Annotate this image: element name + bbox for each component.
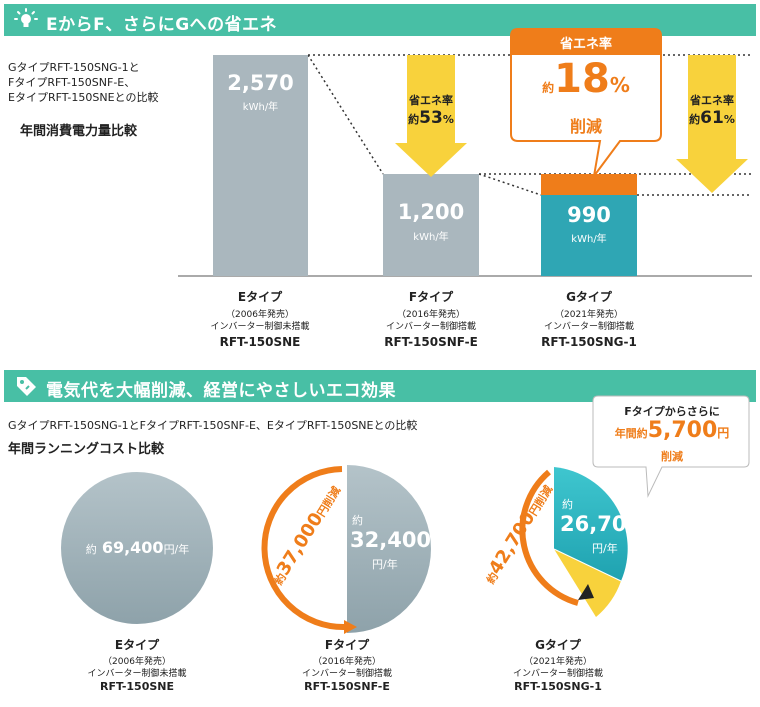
- product-year: （2006年発売）: [103, 657, 171, 667]
- saving-f-rate: 約53%: [385, 108, 477, 128]
- saving-value: 5,700: [647, 418, 718, 443]
- product-type: Gタイプ: [535, 638, 581, 652]
- product-label-g-2: Gタイプ （2021年発売） インバーター制御搭載 RFT-150SNG-1: [478, 636, 638, 693]
- product-model: RFT-150SNF-E: [304, 680, 390, 693]
- cost-value: 69,400: [101, 538, 164, 557]
- callout2-top: Fタイプからさらに: [624, 405, 720, 418]
- bar-value: 1,200: [397, 200, 465, 224]
- cost-unit: 円/年: [163, 543, 190, 556]
- bar-e-type: 2,570 kWh/年: [213, 55, 308, 276]
- section2-intro: GタイプRFT-150SNG-1とFタイプRFT-150SNF-E、EタイプRF…: [8, 419, 418, 432]
- product-model: RFT-150SNF-E: [384, 335, 478, 349]
- product-inverter: インバーター制御搭載: [385, 322, 476, 332]
- product-inverter: インバーター制御搭載: [512, 669, 603, 679]
- bar-g-reduction: [541, 174, 637, 195]
- product-model: RFT-150SNG-1: [514, 680, 602, 693]
- product-type: Fタイプ: [324, 638, 370, 652]
- arrow-down-icon: [395, 55, 467, 177]
- product-inverter: インバーター制御未搭載: [210, 322, 310, 332]
- callout2-value: 年間約5,700円: [592, 418, 752, 443]
- intro-line: GタイプRFT-150SNG-1と: [8, 61, 140, 74]
- cost-f: 32,400: [350, 528, 432, 552]
- product-model: RFT-150SNG-1: [541, 335, 637, 349]
- bar-f-type: 1,200 kWh/年: [383, 174, 479, 276]
- product-inverter: インバーター制御搭載: [301, 669, 392, 679]
- approx: 約: [689, 113, 701, 126]
- product-label-f-2: Fタイプ （2016年発売） インバーター制御搭載 RFT-150SNF-E: [267, 636, 427, 693]
- bar-value: 990: [567, 203, 611, 227]
- approx: 約: [85, 543, 97, 556]
- product-type: Eタイプ: [237, 290, 283, 304]
- section1-header: EからF、さらにGへの省エネ: [4, 4, 756, 36]
- product-inverter: インバーター制御搭載: [543, 322, 634, 332]
- cost-g: 26,700: [560, 512, 642, 536]
- product-model: RFT-150SNE: [219, 335, 301, 349]
- arrow-down-icon: [676, 55, 748, 193]
- cost-pies: [61, 465, 628, 634]
- intro-line: EタイプRFT-150SNEとの比較: [8, 91, 159, 104]
- intro-line: FタイプRFT-150SNF-E、: [8, 76, 136, 89]
- product-label-f: Fタイプ （2016年発売） インバーター制御搭載 RFT-150SNF-E: [351, 288, 511, 349]
- callout-bubble-2: [592, 395, 750, 498]
- approx: 約: [562, 498, 573, 511]
- product-label-e-2: Eタイプ （2006年発売） インバーター制御未搭載 RFT-150SNE: [57, 636, 217, 693]
- product-label-g: Gタイプ （2021年発売） インバーター制御搭載 RFT-150SNG-1: [509, 288, 669, 349]
- approx: 約: [408, 113, 420, 126]
- percent: %: [723, 113, 735, 126]
- product-year: （2016年発売）: [313, 657, 381, 667]
- prefix: 年間約: [614, 427, 648, 440]
- callout-bubble: [510, 28, 662, 177]
- callout-top: 省エネ率: [559, 37, 612, 52]
- bar-unit: kWh/年: [413, 232, 449, 243]
- saving-f-label: 省エネ率: [409, 94, 453, 107]
- product-year: （2021年発売）: [524, 657, 592, 667]
- cost-unit: 円/年: [592, 542, 618, 555]
- section1-intro: GタイプRFT-150SNG-1と FタイプRFT-150SNF-E、 Eタイプ…: [8, 60, 208, 105]
- callout-bottom: 削減: [569, 117, 602, 136]
- bar-value: 2,570: [227, 71, 294, 95]
- cost-unit: 円/年: [372, 558, 398, 571]
- product-model: RFT-150SNE: [99, 680, 175, 693]
- rate-value: 53: [419, 108, 443, 128]
- price-tag-icon: [17, 377, 36, 396]
- chart2-title: 年間ランニングコスト比較: [8, 442, 165, 457]
- section2-title: 電気代を大幅削減、経営にやさしいエコ効果: [46, 381, 396, 401]
- product-inverter: インバーター制御未搭載: [87, 669, 187, 679]
- section1-title: EからF、さらにGへの省エネ: [46, 15, 278, 35]
- percent: %: [442, 113, 454, 126]
- saving-g-rate: 約61%: [668, 108, 756, 128]
- bar-unit: kWh/年: [571, 234, 607, 245]
- product-year: （2006年発売）: [226, 310, 294, 320]
- pie-g: [554, 467, 628, 581]
- percent: %: [609, 73, 630, 97]
- pie-g-reduction: [554, 549, 621, 617]
- rate-value: 18: [554, 56, 610, 102]
- lightbulb-icon: [14, 8, 38, 27]
- bar-unit: kWh/年: [242, 102, 279, 113]
- product-type: Fタイプ: [408, 290, 454, 304]
- arc-f: [261, 466, 346, 631]
- product-year: （2021年発売）: [555, 310, 623, 320]
- approx: 約: [542, 81, 555, 95]
- approx: 約: [352, 514, 363, 527]
- pie-f: [347, 465, 431, 633]
- product-type: Eタイプ: [114, 638, 160, 652]
- pie-e: [61, 472, 213, 624]
- product-label-e: Eタイプ （2006年発売） インバーター制御未搭載 RFT-150SNE: [180, 288, 340, 349]
- rate-value: 61: [700, 108, 724, 128]
- saving-g-label: 省エネ率: [690, 94, 734, 107]
- arc-g: [519, 469, 579, 606]
- cost-e: 約 69,400円/年: [60, 538, 215, 557]
- product-year: （2016年発売）: [397, 310, 465, 320]
- product-type: Gタイプ: [566, 290, 612, 304]
- bar-g-type: 990 kWh/年: [541, 195, 637, 276]
- callout-rate: 約18%: [511, 58, 661, 100]
- callout2-bottom: 削減: [661, 450, 683, 463]
- saving-unit: 円: [717, 426, 730, 440]
- chart1-title: 年間消費電力量比較: [20, 124, 138, 139]
